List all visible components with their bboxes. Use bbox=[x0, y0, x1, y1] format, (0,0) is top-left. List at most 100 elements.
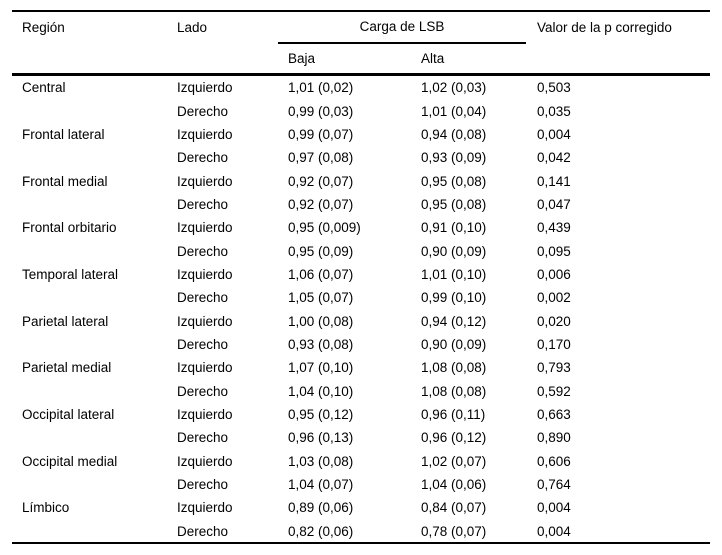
spanner-underline-rule bbox=[278, 42, 526, 44]
cell-alta: 1,01 (0,04) bbox=[421, 103, 487, 119]
column-header-lado: Lado bbox=[177, 20, 208, 35]
cell-p-value: 0,890 bbox=[537, 430, 571, 446]
cell-baja: 1,01 (0,02) bbox=[288, 80, 354, 96]
cell-lado: Derecho bbox=[177, 336, 229, 352]
column-header-region: Región bbox=[22, 20, 65, 35]
table-body: Central Izquierdo 1,01 (0,02) 1,02 (0,03) 0,… bbox=[12, 76, 710, 543]
column-spanner-carga-de-lsb: Carga de LSB bbox=[359, 19, 445, 34]
cell-baja: 0,92 (0,07) bbox=[288, 173, 354, 189]
cell-alta: 0,93 (0,09) bbox=[421, 150, 487, 166]
column-header-baja: Baja bbox=[288, 51, 316, 66]
cell-alta: 0,90 (0,09) bbox=[421, 243, 487, 259]
cell-region: Temporal lateral bbox=[22, 266, 119, 282]
cell-p-value: 0,020 bbox=[537, 313, 571, 329]
cell-alta: 0,95 (0,08) bbox=[421, 196, 487, 212]
cell-alta: 0,78 (0,07) bbox=[421, 523, 487, 539]
cell-baja: 0,82 (0,06) bbox=[288, 523, 354, 539]
cell-lado: Izquierdo bbox=[177, 220, 233, 236]
cell-lado: Derecho bbox=[177, 243, 229, 259]
cell-baja: 1,06 (0,07) bbox=[288, 266, 354, 282]
cell-p-value: 0,004 bbox=[537, 126, 571, 142]
cell-region: Frontal orbitario bbox=[22, 220, 117, 236]
column-header-p-corregido: Valor de la p corregido bbox=[537, 20, 672, 35]
cell-lado: Derecho bbox=[177, 290, 229, 306]
cell-alta: 1,01 (0,10) bbox=[421, 266, 487, 282]
cell-lado: Izquierdo bbox=[177, 313, 233, 329]
cell-baja: 1,05 (0,07) bbox=[288, 290, 354, 306]
cell-baja: 0,93 (0,08) bbox=[288, 336, 354, 352]
table-bottom-rule bbox=[12, 542, 710, 544]
cell-baja: 0,95 (0,009) bbox=[288, 220, 361, 236]
cell-p-value: 0,592 bbox=[537, 383, 571, 399]
cell-alta: 0,99 (0,10) bbox=[421, 290, 487, 306]
cell-alta: 0,96 (0,12) bbox=[421, 430, 487, 446]
cell-p-value: 0,793 bbox=[537, 360, 571, 376]
cell-baja: 0,99 (0,03) bbox=[288, 103, 354, 119]
cell-lado: Izquierdo bbox=[177, 500, 233, 516]
cell-p-value: 0,663 bbox=[537, 406, 571, 422]
cell-alta: 1,02 (0,03) bbox=[421, 80, 487, 96]
cell-alta: 0,91 (0,10) bbox=[421, 220, 487, 236]
cell-baja: 0,89 (0,06) bbox=[288, 500, 354, 516]
cell-region: Límbico bbox=[22, 500, 70, 516]
cell-p-value: 0,439 bbox=[537, 220, 571, 236]
cell-p-value: 0,606 bbox=[537, 453, 571, 469]
cell-alta: 1,02 (0,07) bbox=[421, 453, 487, 469]
header-separator-rule bbox=[12, 73, 710, 76]
cell-baja: 0,95 (0,09) bbox=[288, 243, 354, 259]
cell-baja: 0,92 (0,07) bbox=[288, 196, 354, 212]
cell-region: Frontal lateral bbox=[22, 126, 105, 142]
cell-baja: 1,04 (0,07) bbox=[288, 477, 354, 493]
cell-lado: Derecho bbox=[177, 523, 229, 539]
cell-lado: Izquierdo bbox=[177, 80, 233, 96]
cell-p-value: 0,095 bbox=[537, 243, 571, 259]
cell-region: Occipital medial bbox=[22, 453, 118, 469]
table-top-rule bbox=[12, 10, 710, 12]
cell-region: Parietal lateral bbox=[22, 313, 109, 329]
cell-lado: Derecho bbox=[177, 103, 229, 119]
cell-alta: 0,90 (0,09) bbox=[421, 336, 487, 352]
cell-p-value: 0,141 bbox=[537, 173, 571, 189]
cell-alta: 0,96 (0,11) bbox=[421, 406, 486, 422]
cell-lado: Izquierdo bbox=[177, 406, 233, 422]
cell-region: Occipital lateral bbox=[22, 406, 115, 422]
cell-baja: 1,04 (0,10) bbox=[288, 383, 354, 399]
cell-lado: Izquierdo bbox=[177, 360, 233, 376]
cell-baja: 1,00 (0,08) bbox=[288, 313, 354, 329]
cell-baja: 1,07 (0,10) bbox=[288, 360, 354, 376]
cell-region: Parietal medial bbox=[22, 360, 112, 376]
column-header-alta: Alta bbox=[421, 51, 445, 66]
cell-p-value: 0,006 bbox=[537, 266, 571, 282]
cell-lado: Derecho bbox=[177, 383, 229, 399]
cell-p-value: 0,004 bbox=[537, 523, 571, 539]
cell-lado: Derecho bbox=[177, 477, 229, 493]
cell-alta: 1,04 (0,06) bbox=[421, 477, 487, 493]
cell-region: Central bbox=[22, 80, 66, 96]
cell-p-value: 0,170 bbox=[537, 336, 571, 352]
cell-p-value: 0,047 bbox=[537, 196, 571, 212]
cell-alta: 1,08 (0,08) bbox=[421, 383, 487, 399]
cell-alta: 0,94 (0,08) bbox=[421, 126, 487, 142]
cell-p-value: 0,004 bbox=[537, 500, 571, 516]
cell-alta: 1,08 (0,08) bbox=[421, 360, 487, 376]
cell-lado: Izquierdo bbox=[177, 173, 233, 189]
cell-p-value: 0,764 bbox=[537, 477, 571, 493]
cell-lado: Izquierdo bbox=[177, 126, 233, 142]
cell-p-value: 0,503 bbox=[537, 80, 571, 96]
cell-baja: 0,97 (0,08) bbox=[288, 150, 354, 166]
cell-p-value: 0,035 bbox=[537, 103, 571, 119]
cell-alta: 0,84 (0,07) bbox=[421, 500, 487, 516]
cell-baja: 1,03 (0,08) bbox=[288, 453, 354, 469]
cell-p-value: 0,042 bbox=[537, 150, 571, 166]
cell-lado: Derecho bbox=[177, 196, 229, 212]
cell-lado: Izquierdo bbox=[177, 266, 233, 282]
cell-region: Frontal medial bbox=[22, 173, 108, 189]
cell-lado: Izquierdo bbox=[177, 453, 233, 469]
cell-alta: 0,94 (0,12) bbox=[421, 313, 487, 329]
cell-baja: 0,99 (0,07) bbox=[288, 126, 354, 142]
cell-lado: Derecho bbox=[177, 150, 229, 166]
cell-lado: Derecho bbox=[177, 430, 229, 446]
cell-p-value: 0,002 bbox=[537, 290, 571, 306]
cell-baja: 0,96 (0,13) bbox=[288, 430, 354, 446]
